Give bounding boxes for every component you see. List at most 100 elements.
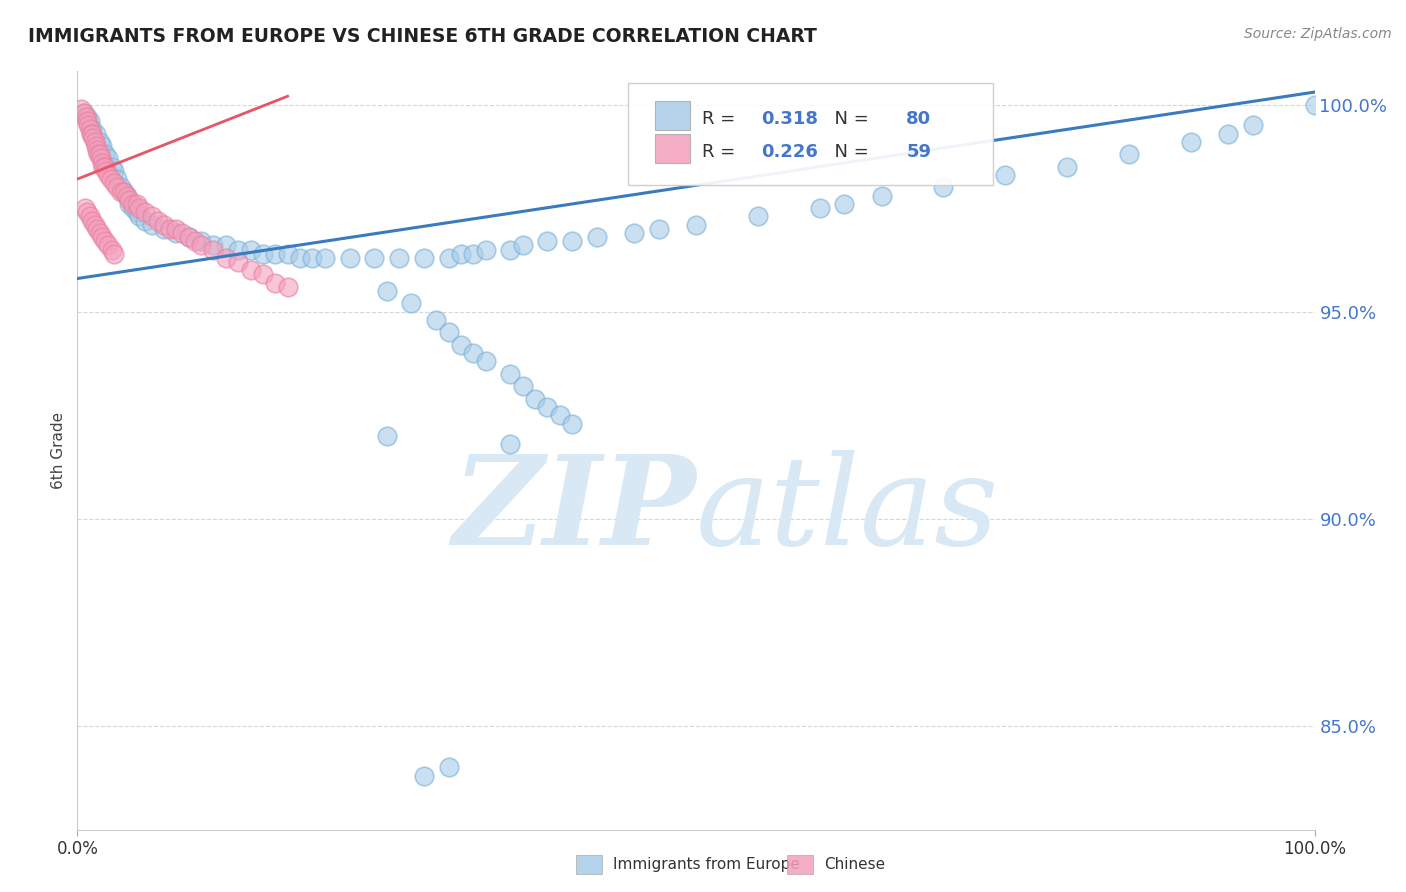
- Point: [301, 251, 323, 265]
- Point: [91, 139, 114, 153]
- Point: [115, 188, 138, 202]
- Point: [76, 114, 98, 128]
- Point: [499, 367, 522, 381]
- Point: [463, 346, 485, 360]
- Point: [512, 238, 534, 252]
- Point: [412, 251, 434, 265]
- Point: [437, 326, 460, 340]
- Text: Immigrants from Europe: Immigrants from Europe: [613, 857, 800, 871]
- Point: [252, 268, 274, 282]
- Point: [93, 147, 115, 161]
- Point: [165, 226, 187, 240]
- Point: [215, 251, 238, 265]
- Point: [450, 338, 472, 352]
- Point: [252, 246, 274, 260]
- Point: [375, 284, 398, 298]
- Point: [97, 238, 120, 252]
- Point: [93, 234, 115, 248]
- Point: [932, 180, 955, 194]
- Point: [79, 210, 101, 224]
- Point: [89, 135, 111, 149]
- Point: [177, 230, 200, 244]
- Point: [870, 188, 893, 202]
- Point: [128, 201, 150, 215]
- Point: [82, 130, 104, 145]
- Point: [100, 172, 122, 186]
- Point: [72, 105, 94, 120]
- Point: [146, 213, 169, 227]
- Point: [80, 127, 103, 141]
- Point: [450, 246, 472, 260]
- Point: [536, 234, 558, 248]
- Point: [536, 400, 558, 414]
- Point: [97, 168, 120, 182]
- Point: [101, 243, 124, 257]
- Point: [82, 127, 104, 141]
- Point: [375, 429, 398, 443]
- Point: [277, 246, 299, 260]
- Point: [1216, 127, 1239, 141]
- Point: [110, 180, 132, 194]
- Point: [202, 238, 225, 252]
- Point: [499, 437, 522, 451]
- Point: [125, 197, 148, 211]
- Text: ZIP: ZIP: [453, 450, 696, 572]
- Point: [264, 246, 287, 260]
- Point: [105, 180, 128, 194]
- Point: [103, 246, 125, 260]
- Point: [141, 210, 163, 224]
- Y-axis label: 6th Grade: 6th Grade: [51, 412, 66, 489]
- Point: [70, 102, 93, 116]
- Point: [86, 143, 108, 157]
- Point: [499, 243, 522, 257]
- Point: [125, 205, 148, 219]
- Point: [84, 127, 107, 141]
- Point: [463, 246, 485, 260]
- Point: [122, 201, 145, 215]
- Point: [165, 222, 187, 236]
- Point: [363, 251, 385, 265]
- FancyBboxPatch shape: [628, 83, 993, 186]
- Point: [388, 251, 411, 265]
- Point: [76, 110, 98, 124]
- Point: [82, 122, 104, 136]
- Point: [122, 197, 145, 211]
- Point: [264, 276, 287, 290]
- Point: [105, 172, 128, 186]
- Point: [226, 255, 249, 269]
- Point: [834, 197, 856, 211]
- Point: [277, 280, 299, 294]
- Point: [190, 238, 212, 252]
- Text: R =: R =: [702, 144, 741, 161]
- Point: [115, 188, 138, 202]
- Point: [623, 226, 645, 240]
- Bar: [655, 135, 690, 163]
- Text: N =: N =: [824, 144, 875, 161]
- Point: [561, 417, 583, 431]
- Bar: [655, 101, 690, 129]
- Point: [153, 222, 176, 236]
- Point: [112, 185, 135, 199]
- Point: [412, 769, 434, 783]
- Text: atlas: atlas: [696, 450, 1000, 572]
- Point: [87, 147, 110, 161]
- Point: [83, 135, 105, 149]
- Point: [226, 243, 249, 257]
- Point: [425, 313, 447, 327]
- Point: [112, 185, 135, 199]
- Point: [141, 218, 163, 232]
- Text: 59: 59: [907, 144, 931, 161]
- Point: [79, 114, 101, 128]
- Point: [103, 163, 125, 178]
- Point: [190, 234, 212, 248]
- Point: [548, 409, 571, 423]
- Point: [586, 230, 609, 244]
- Point: [79, 122, 101, 136]
- Point: [118, 197, 141, 211]
- Point: [134, 213, 156, 227]
- Point: [184, 234, 207, 248]
- Text: 80: 80: [907, 110, 931, 128]
- Point: [97, 152, 120, 166]
- Point: [1303, 97, 1326, 112]
- Text: 0.226: 0.226: [762, 144, 818, 161]
